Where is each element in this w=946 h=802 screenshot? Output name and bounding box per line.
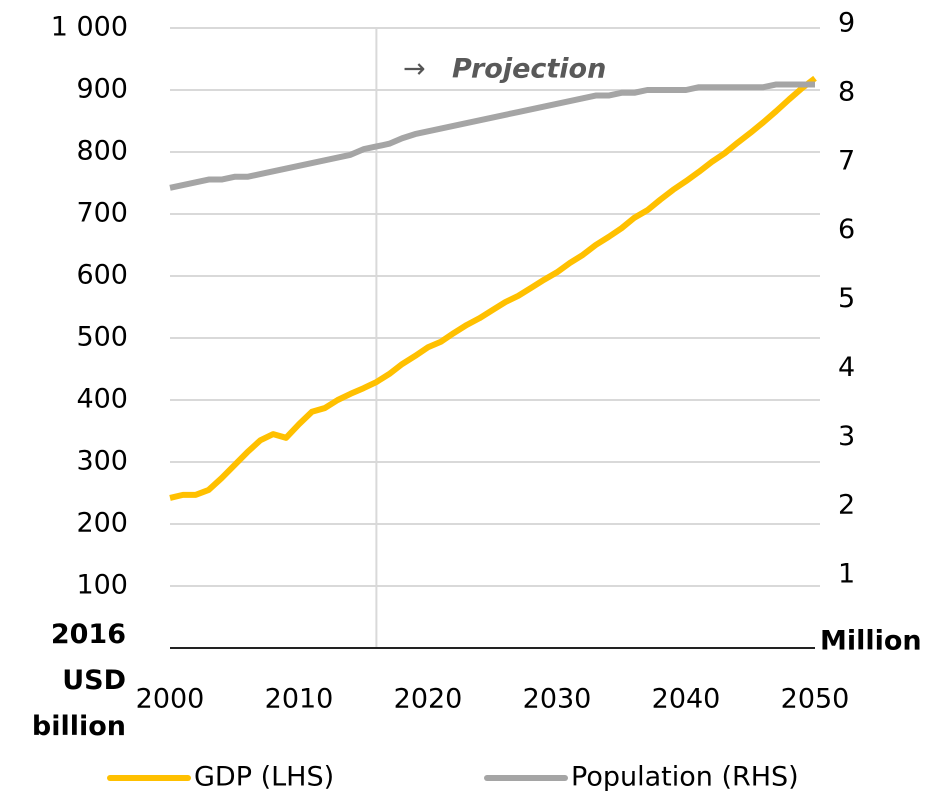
- annotation: Projection: [452, 54, 606, 85]
- x-tick-label: 2010: [265, 684, 334, 715]
- y-tick-label: 200: [76, 508, 128, 539]
- annotation-arrow: →: [403, 54, 426, 85]
- x-tick-label: 2040: [652, 684, 721, 715]
- y-tick-label: 300: [76, 446, 128, 477]
- y2-tick-label: 2: [838, 490, 855, 521]
- series-line: [169, 81, 815, 191]
- y-tick-label: 400: [76, 384, 128, 415]
- y-tick-label: 100: [76, 570, 128, 601]
- x-tick-label: 2000: [136, 684, 205, 715]
- legend-label: Population (RHS): [571, 762, 799, 793]
- y2-tick-label: 9: [838, 8, 855, 39]
- y2-tick-label: 7: [838, 145, 855, 176]
- x-tick-label: 2050: [781, 684, 850, 715]
- y-tick-label: 700: [76, 198, 128, 229]
- legend-label: GDP (LHS): [194, 762, 334, 793]
- y-tick-label: 600: [76, 260, 128, 291]
- y-tick-label: 500: [76, 322, 128, 353]
- y2-tick-label: 6: [838, 214, 855, 245]
- y2-tick-label: 8: [838, 76, 855, 107]
- series-line: [169, 75, 817, 501]
- y2-tick-label: 5: [838, 283, 855, 314]
- y2-tick-label: 4: [838, 352, 855, 383]
- y2-tick-label: 3: [838, 421, 855, 452]
- x-tick-label: 2030: [523, 684, 592, 715]
- y2-axis-label: Million: [820, 626, 922, 657]
- y2-tick-label: 1: [838, 559, 855, 590]
- y-tick-label: 800: [76, 136, 128, 167]
- y-axis-label: 2016 USD billion: [31, 619, 126, 742]
- x-tick-label: 2020: [394, 684, 463, 715]
- y-tick-label: 900: [76, 74, 128, 105]
- y-tick-label: 1 000: [51, 12, 128, 43]
